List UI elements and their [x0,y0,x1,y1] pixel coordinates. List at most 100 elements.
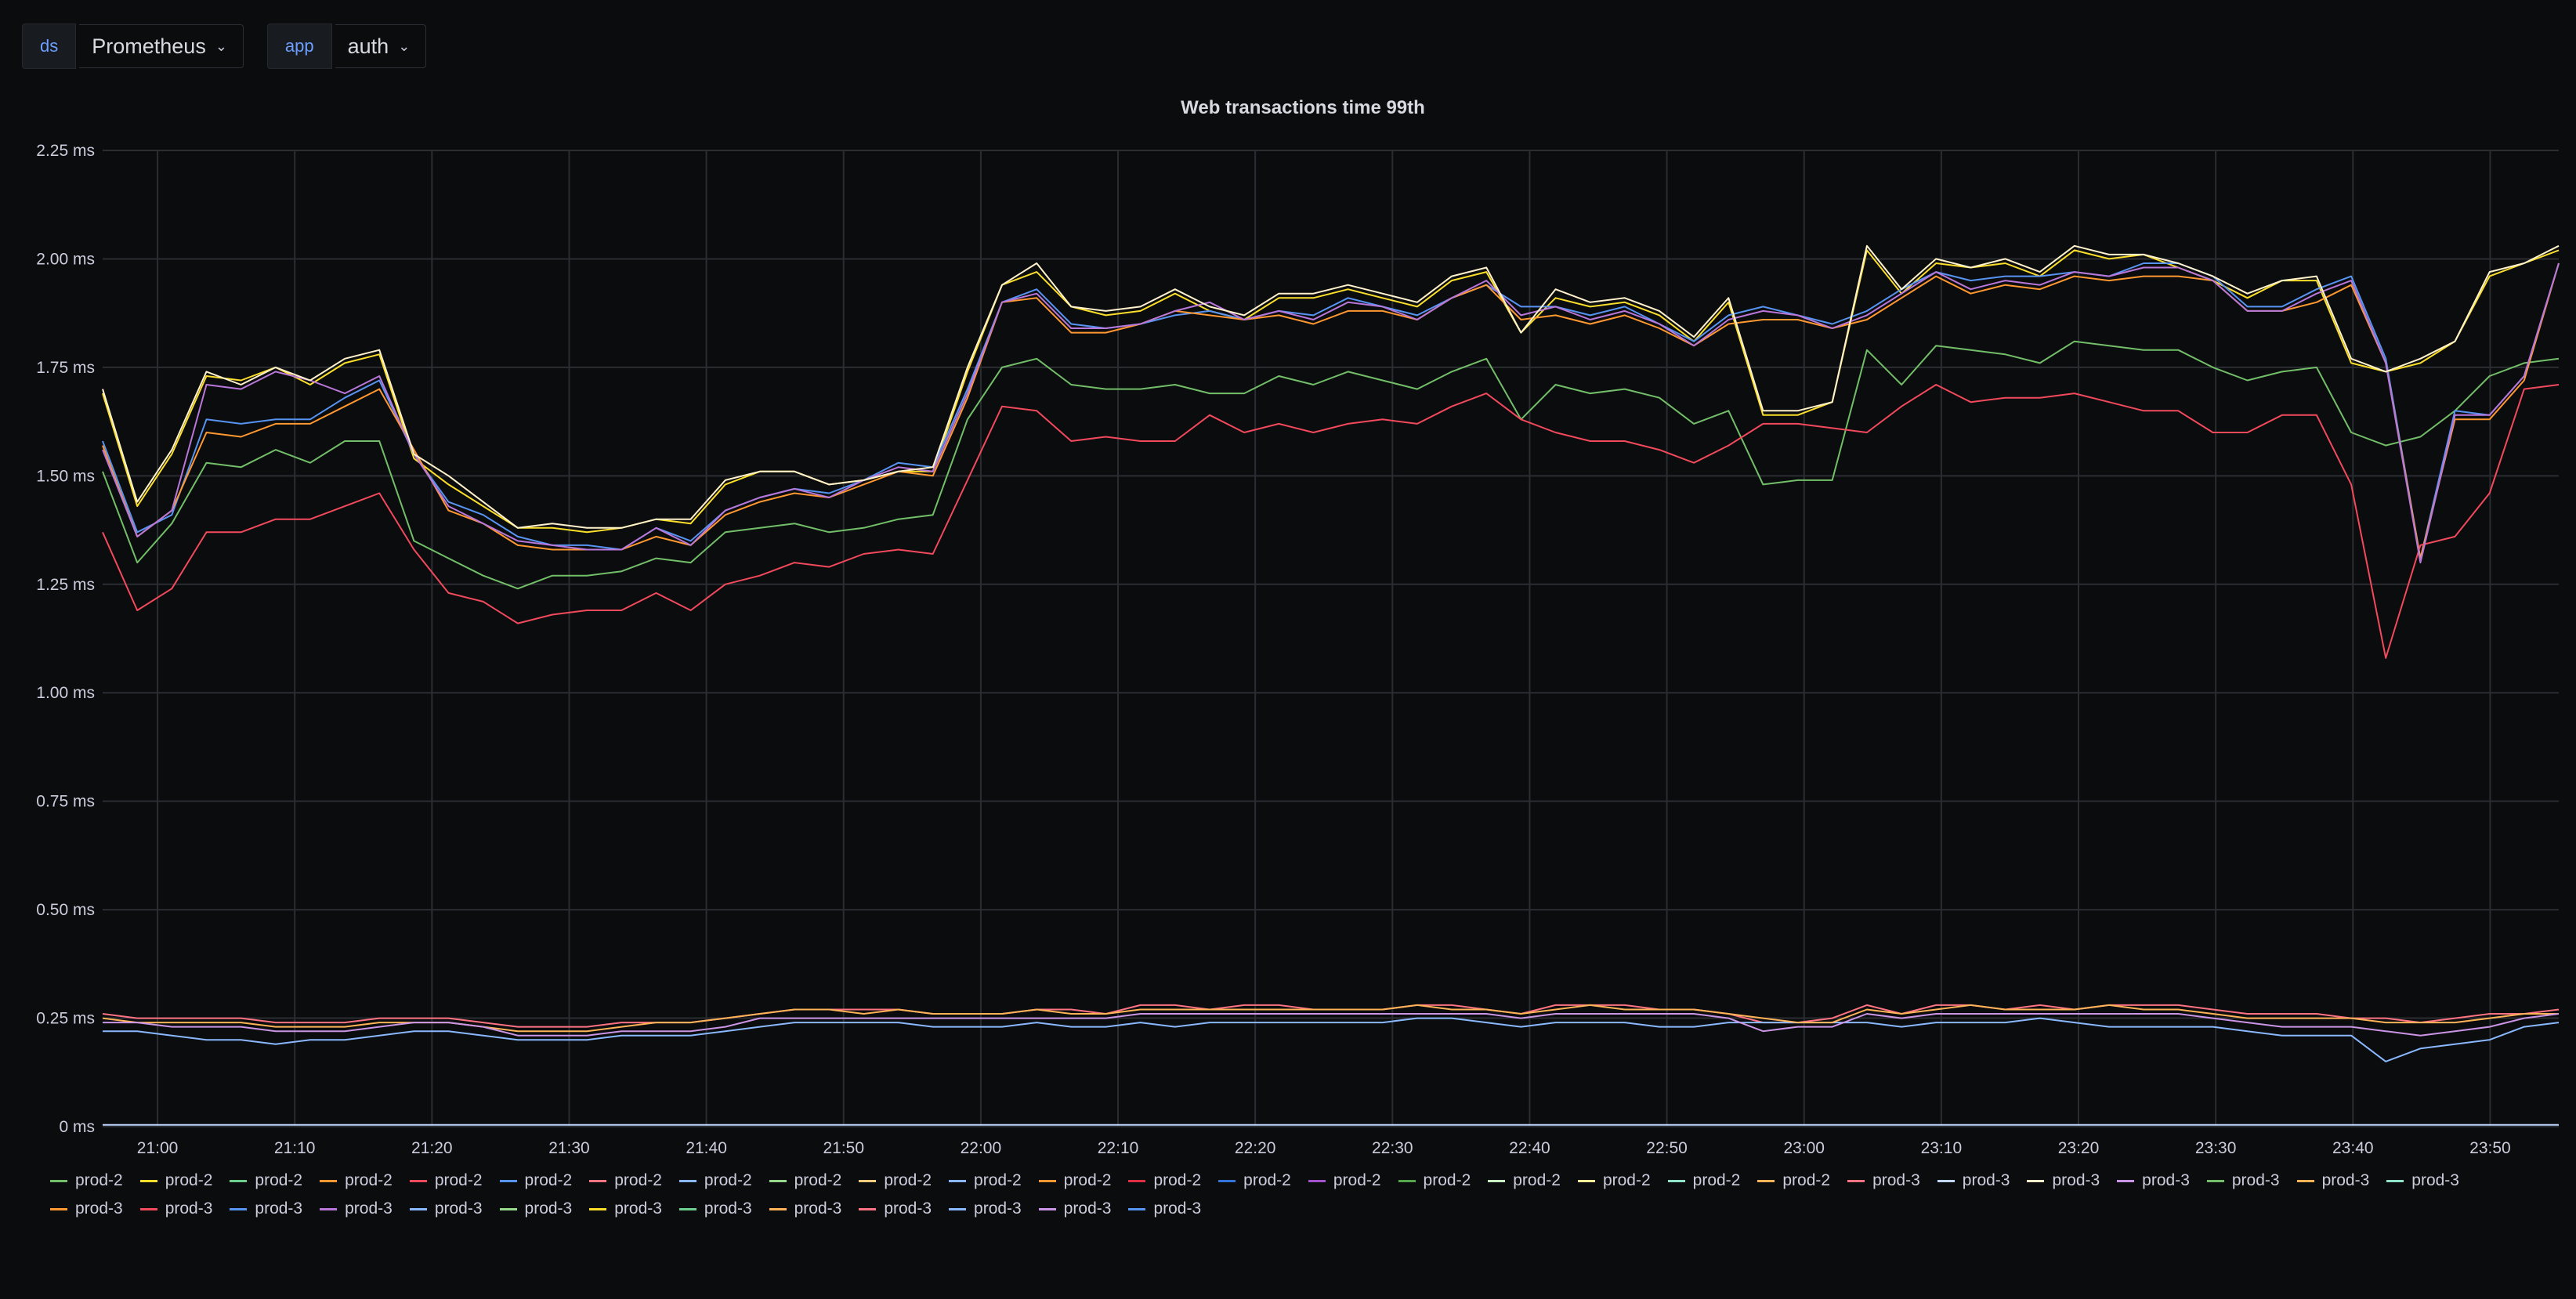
legend-item[interactable]: prod-2 [859,1171,932,1191]
legend-item[interactable]: prod-2 [769,1171,842,1191]
legend-label: prod-2 [1692,1171,1741,1189]
legend-label: prod-3 [974,1199,1022,1218]
variable-label: app [266,24,332,69]
legend-label: prod-3 [165,1199,213,1218]
legend-label: prod-2 [434,1171,483,1189]
legend-item[interactable]: prod-3 [859,1199,932,1219]
legend-swatch [769,1207,787,1210]
legend-item[interactable]: prod-2 [949,1171,1022,1191]
legend-label: prod-3 [524,1199,573,1218]
legend-item[interactable]: prod-2 [139,1171,212,1191]
legend-label: prod-3 [1872,1171,1920,1189]
y-tick-label: 2.00 ms [36,250,95,268]
legend-item[interactable]: prod-3 [2117,1171,2190,1191]
series-line-prod-2 [102,262,2560,559]
legend-swatch [949,1179,967,1182]
legend-item[interactable]: prod-2 [1577,1171,1651,1191]
legend-item[interactable]: prod-3 [769,1199,841,1219]
legend-item[interactable]: prod-2 [1488,1171,1561,1191]
legend-swatch [1488,1179,1506,1182]
legend-item[interactable]: prod-3 [2296,1171,2370,1191]
legend-item[interactable]: prod-2 [589,1171,662,1191]
legend-item[interactable]: prod-3 [50,1199,123,1219]
x-tick-label: 23:10 [1921,1139,1963,1157]
x-tick-label: 22:50 [1646,1139,1688,1157]
grid [103,150,2559,1127]
legend-label: prod-3 [2411,1171,2459,1189]
x-tick-label: 23:30 [2195,1139,2237,1157]
variable-ds: ds Prometheus ⌄ [22,24,244,69]
legend-item[interactable]: prod-2 [1218,1171,1291,1191]
legend-item[interactable]: prod-2 [1038,1171,1112,1191]
series-line-prod-2 [102,249,2560,534]
legend-item[interactable]: prod-3 [1847,1171,1920,1191]
legend-label: prod-3 [434,1199,483,1218]
legend-swatch [50,1207,67,1210]
x-tick-label: 23:50 [2469,1139,2511,1157]
x-tick-label: 23:40 [2332,1139,2374,1157]
legend-item[interactable]: prod-2 [1308,1171,1381,1191]
legend-item[interactable]: prod-3 [1128,1199,1201,1219]
legend-item[interactable]: prod-2 [50,1171,123,1191]
legend-swatch [409,1207,427,1210]
legend-label: prod-2 [524,1171,573,1189]
legend-swatch [320,1179,338,1182]
legend-label: prod-2 [1063,1171,1112,1189]
legend-item[interactable]: prod-2 [1757,1171,1830,1191]
legend-item[interactable]: prod-3 [409,1199,483,1219]
legend-label: prod-2 [1243,1171,1291,1189]
legend-item[interactable]: prod-3 [2386,1171,2459,1191]
legend-swatch [1757,1179,1775,1182]
legend-item[interactable]: prod-2 [499,1171,573,1191]
legend-item[interactable]: prod-3 [499,1199,573,1219]
legend-item[interactable]: prod-3 [139,1199,213,1219]
legend-label: prod-2 [794,1171,842,1189]
x-tick-label: 22:20 [1235,1139,1276,1157]
legend-swatch [1038,1179,1056,1182]
legend-swatch [409,1179,427,1182]
legend-item[interactable]: prod-3 [1937,1171,2010,1191]
x-tick-label: 22:00 [961,1139,1002,1157]
legend-swatch [1398,1179,1416,1182]
legend-item[interactable]: prod-2 [320,1171,393,1191]
legend-swatch [230,1207,248,1210]
legend-item[interactable]: prod-2 [1667,1171,1741,1191]
x-axis: 21:00 21:10 21:20 21:30 21:40 21:50 22:00 22:10… [137,1139,2511,1157]
x-tick-label: 21:50 [823,1139,864,1157]
legend-item[interactable]: prod-2 [1398,1171,1471,1191]
legend-item[interactable]: prod-3 [949,1199,1022,1219]
legend-label: prod-2 [974,1171,1022,1189]
x-tick-label: 22:30 [1372,1139,1413,1157]
legend-item[interactable]: prod-3 [230,1199,302,1219]
y-tick-label: 1.00 ms [36,684,95,702]
datasource-select[interactable]: Prometheus ⌄ [79,24,244,68]
legend-swatch [2386,1179,2404,1182]
legend-item[interactable]: prod-2 [1128,1171,1201,1191]
legend-item[interactable]: prod-3 [320,1199,393,1219]
y-tick-label: 0 ms [59,1118,95,1136]
series-lines [102,244,2560,1126]
y-axis: 2.25 ms 2.00 ms 1.75 ms 1.50 ms 1.25 ms 1.00 … [36,142,95,1136]
y-tick-label: 0.50 ms [36,901,95,919]
legend-swatch [1218,1179,1236,1182]
legend-label: prod-3 [2321,1171,2370,1189]
legend-label: prod-3 [1962,1171,2010,1189]
series-line-prod-2 [102,384,2560,659]
legend-item[interactable]: prod-2 [409,1171,483,1191]
legend-item[interactable]: prod-2 [230,1171,302,1191]
app-select[interactable]: auth ⌄ [335,24,427,68]
legend-swatch [499,1179,517,1182]
legend-item[interactable]: prod-3 [2206,1171,2280,1191]
legend-swatch [139,1179,157,1182]
y-tick-label: 0.75 ms [36,793,95,811]
legend-item[interactable]: prod-3 [1038,1199,1111,1219]
legend-item[interactable]: prod-3 [678,1199,752,1219]
datasource-value: Prometheus [92,34,206,58]
legend-item[interactable]: prod-2 [678,1171,752,1191]
x-tick-label: 21:00 [137,1139,179,1157]
legend-item[interactable]: prod-3 [2027,1171,2100,1191]
legend-swatch [139,1207,157,1210]
legend-item[interactable]: prod-3 [589,1199,662,1219]
legend-label: prod-3 [1153,1199,1202,1218]
time-series-chart[interactable]: Web transactions time 99th 2.25 ms 2.00 m… [0,0,2576,1167]
